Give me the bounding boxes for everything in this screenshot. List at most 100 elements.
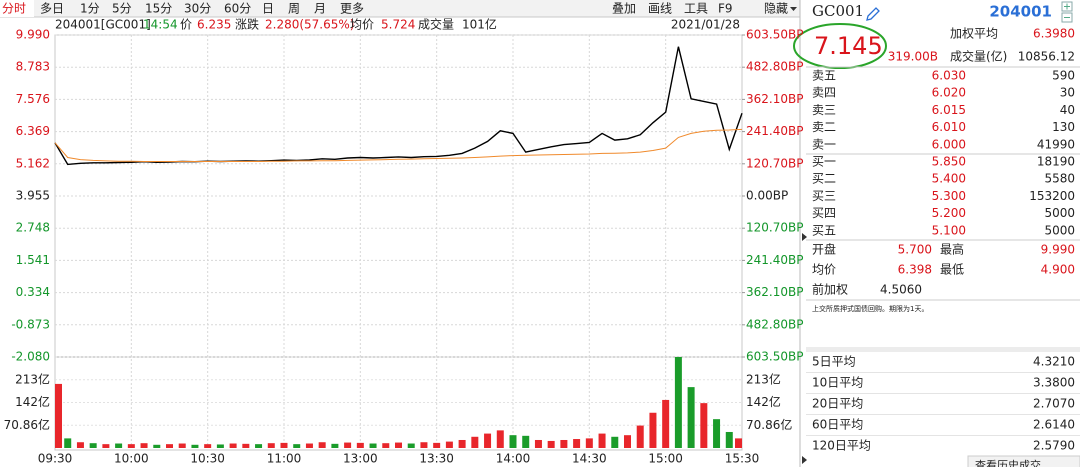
y2-tick-label: 482.80BP — [746, 60, 803, 74]
book-label: 卖一 — [812, 137, 836, 151]
x-tick-label: 09:30 — [38, 452, 73, 466]
volume-bar — [624, 435, 631, 448]
volume-bar — [140, 443, 148, 448]
tool[interactable]: 画线 — [648, 2, 672, 16]
volume-bar — [102, 444, 110, 448]
tool[interactable]: 隐藏 — [764, 2, 788, 16]
volume-bar — [636, 425, 644, 448]
volume-bar — [534, 439, 542, 448]
toolbar-bg — [0, 0, 800, 17]
volume-bar — [318, 442, 326, 448]
stat-value: 9.990 — [1041, 243, 1075, 257]
volume-bar — [611, 436, 619, 448]
volume-bar — [76, 442, 84, 448]
tool[interactable]: F9 — [718, 2, 733, 16]
volume-bar — [433, 442, 441, 448]
last-price: 7.145 — [814, 32, 883, 60]
tab[interactable]: 月 — [314, 2, 326, 16]
volume-bar — [407, 443, 415, 448]
book-label: 卖五 — [812, 69, 836, 83]
volume-bar — [735, 438, 742, 448]
book-price: 5.400 — [932, 172, 966, 186]
panel-code: GC001 — [812, 2, 864, 20]
volume-bar — [89, 443, 97, 448]
collapse-arrow[interactable] — [802, 233, 807, 241]
tab[interactable]: 多日 — [40, 2, 64, 16]
y-tick-label: 5.162 — [16, 156, 50, 170]
average-value: 2.7070 — [1033, 397, 1075, 411]
history-button[interactable] — [967, 455, 1080, 467]
amount: 319.00B — [888, 50, 938, 64]
y-tick-label: 213亿 — [15, 371, 50, 386]
y-tick-label: 6.369 — [16, 124, 50, 138]
x-tick-label: 10:30 — [190, 452, 225, 466]
tool[interactable]: 叠加 — [612, 2, 636, 16]
tab[interactable]: 15分 — [145, 2, 172, 16]
label: 成交量(亿) — [950, 49, 1007, 64]
volume-bar — [153, 444, 161, 448]
tab[interactable]: 30分 — [184, 2, 211, 16]
average-label: 60日平均 — [812, 418, 863, 432]
book-label: 买四 — [812, 206, 836, 220]
info-bar: 204001[GC001] 14:54 价 6.235 涨跌 2.280(57.… — [55, 17, 740, 32]
volume-bar — [191, 444, 199, 448]
average-label: 5日平均 — [812, 355, 856, 369]
plus-button[interactable] — [1061, 1, 1073, 12]
y2-tick-label: 603.50BP — [746, 350, 803, 364]
volume-bar — [700, 403, 708, 448]
book-price: 6.015 — [932, 103, 966, 117]
y2-tick-label: 241.40BP — [746, 124, 803, 138]
tab[interactable]: 周 — [288, 2, 300, 16]
book-volume: 590 — [1052, 69, 1075, 83]
tab[interactable]: 更多 — [340, 2, 364, 16]
tab[interactable]: 60分 — [224, 2, 251, 16]
book-label: 买二 — [812, 172, 836, 186]
tab[interactable]: 日 — [262, 2, 274, 16]
minus-button[interactable] — [1061, 12, 1073, 23]
tab[interactable]: 1分 — [80, 2, 100, 16]
y2-tick-label: 362.10BP — [746, 285, 803, 299]
average-line — [54, 128, 743, 162]
y-tick-label: 1.541 — [16, 253, 50, 267]
collapse-arrow[interactable] — [802, 456, 807, 464]
history-link[interactable]: 查看历史成交 — [975, 458, 1041, 467]
label: 价 — [180, 18, 192, 32]
book-volume: 5000 — [1044, 223, 1075, 237]
volume-bar — [573, 439, 581, 448]
volume-bar — [369, 443, 377, 448]
edit-icon[interactable] — [866, 7, 880, 21]
book-price: 5.850 — [932, 155, 966, 169]
volume-bar — [293, 444, 301, 448]
tab[interactable]: 5分 — [112, 2, 132, 16]
book-price: 5.200 — [932, 206, 966, 220]
average-value: 4.3210 — [1033, 355, 1075, 369]
volume-bar — [713, 419, 721, 448]
y2-tick-label: 603.50BP — [746, 28, 803, 42]
volume-bar — [331, 443, 339, 448]
book-volume: 41990 — [1037, 137, 1075, 151]
label: 前加权 — [812, 282, 848, 297]
book-price: 5.300 — [932, 189, 966, 203]
price-line — [54, 46, 743, 166]
volume-bar — [687, 387, 695, 448]
book-label: 买三 — [812, 189, 836, 203]
book-price: 6.010 — [932, 120, 966, 134]
stat-label: 最低 — [940, 263, 964, 277]
volume-bar — [674, 357, 682, 448]
y2-tick-label: 120.70BP — [746, 156, 803, 170]
book-label: 买一 — [812, 155, 836, 169]
volume-bar — [484, 433, 492, 448]
volume-bar — [204, 444, 212, 448]
tool[interactable]: 工具 — [684, 2, 708, 16]
volume: 10856.12 — [1018, 50, 1075, 64]
y-tick-label: 70.86亿 — [4, 417, 50, 432]
book-volume: 5000 — [1044, 206, 1075, 220]
separator-band — [806, 347, 1080, 352]
volume-bar — [496, 430, 504, 448]
x-tick-label: 13:00 — [343, 452, 378, 466]
y2-tick-label: 482.80BP — [746, 317, 803, 331]
book-volume: 130 — [1052, 120, 1075, 134]
tab[interactable]: 分时 — [2, 2, 26, 16]
x-tick-label: 15:00 — [648, 452, 683, 466]
date: 2021/01/28 — [671, 18, 740, 32]
